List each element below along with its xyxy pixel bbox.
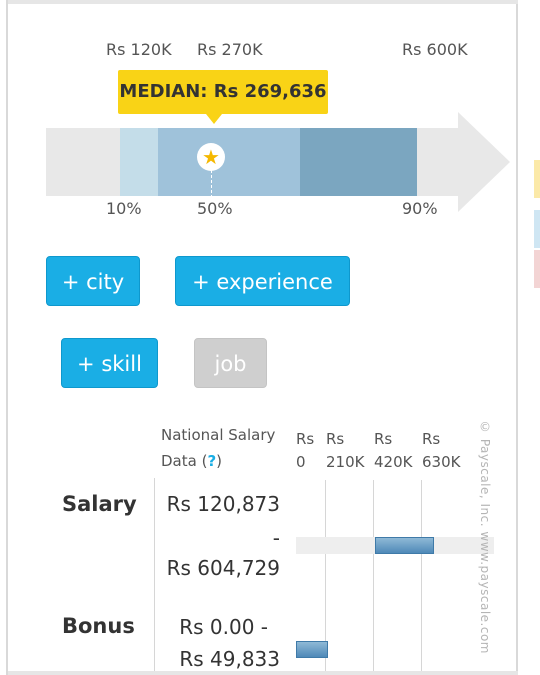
gridline-630k bbox=[421, 480, 422, 675]
range-segment-10-25 bbox=[120, 128, 158, 196]
copyright-text: © Payscale, Inc. www.payscale.com bbox=[478, 420, 492, 654]
edge-strip-pink bbox=[534, 250, 540, 288]
range-segment-75-90 bbox=[300, 128, 417, 196]
top-divider bbox=[8, 0, 518, 4]
percentile-50-label: 50% bbox=[197, 199, 233, 218]
percentile-10-label: 10% bbox=[106, 199, 142, 218]
range-label-low: Rs 120K bbox=[106, 40, 172, 59]
axis-tick-420k: Rs 420K bbox=[374, 430, 413, 471]
bottom-divider bbox=[8, 671, 518, 675]
add-skill-button[interactable]: + skill bbox=[61, 338, 158, 388]
salary-row-label: Salary bbox=[62, 492, 137, 516]
bonus-row-label: Bonus bbox=[62, 614, 135, 638]
add-city-button[interactable]: + city bbox=[46, 256, 140, 306]
add-experience-button[interactable]: + experience bbox=[175, 256, 350, 306]
median-dash-line bbox=[211, 170, 212, 198]
gridline-210k bbox=[325, 480, 326, 675]
table-header: National Salary Data (?) bbox=[161, 426, 276, 470]
job-button[interactable]: job bbox=[194, 338, 267, 388]
axis-tick-0: Rs 0 bbox=[296, 430, 315, 471]
gridline-420k bbox=[373, 480, 374, 675]
table-divider bbox=[154, 478, 155, 675]
bonus-range-bar bbox=[296, 641, 328, 658]
help-icon[interactable]: ? bbox=[207, 452, 217, 470]
bonus-min: Rs 0.00 - bbox=[179, 615, 268, 639]
edge-strip-blue bbox=[534, 210, 540, 248]
salary-min: Rs 120,873 bbox=[166, 492, 280, 516]
range-arrow-head bbox=[458, 112, 510, 212]
axis-tick-210k: Rs 210K bbox=[326, 430, 365, 471]
range-label-median: Rs 270K bbox=[197, 40, 263, 59]
range-segment-25-75 bbox=[158, 128, 300, 196]
range-label-high: Rs 600K bbox=[402, 40, 468, 59]
salary-range-bar bbox=[375, 537, 435, 554]
bonus-max: Rs 49,833 bbox=[179, 647, 280, 671]
salary-max: Rs 604,729 bbox=[166, 556, 280, 580]
star-icon: ★ bbox=[197, 143, 225, 171]
median-tooltip: MEDIAN: Rs 269,636 bbox=[118, 70, 328, 124]
axis-tick-630k: Rs 630K bbox=[422, 430, 461, 471]
percentile-90-label: 90% bbox=[402, 199, 438, 218]
salary-separator: - bbox=[272, 526, 280, 550]
edge-strip-yellow bbox=[534, 160, 540, 198]
